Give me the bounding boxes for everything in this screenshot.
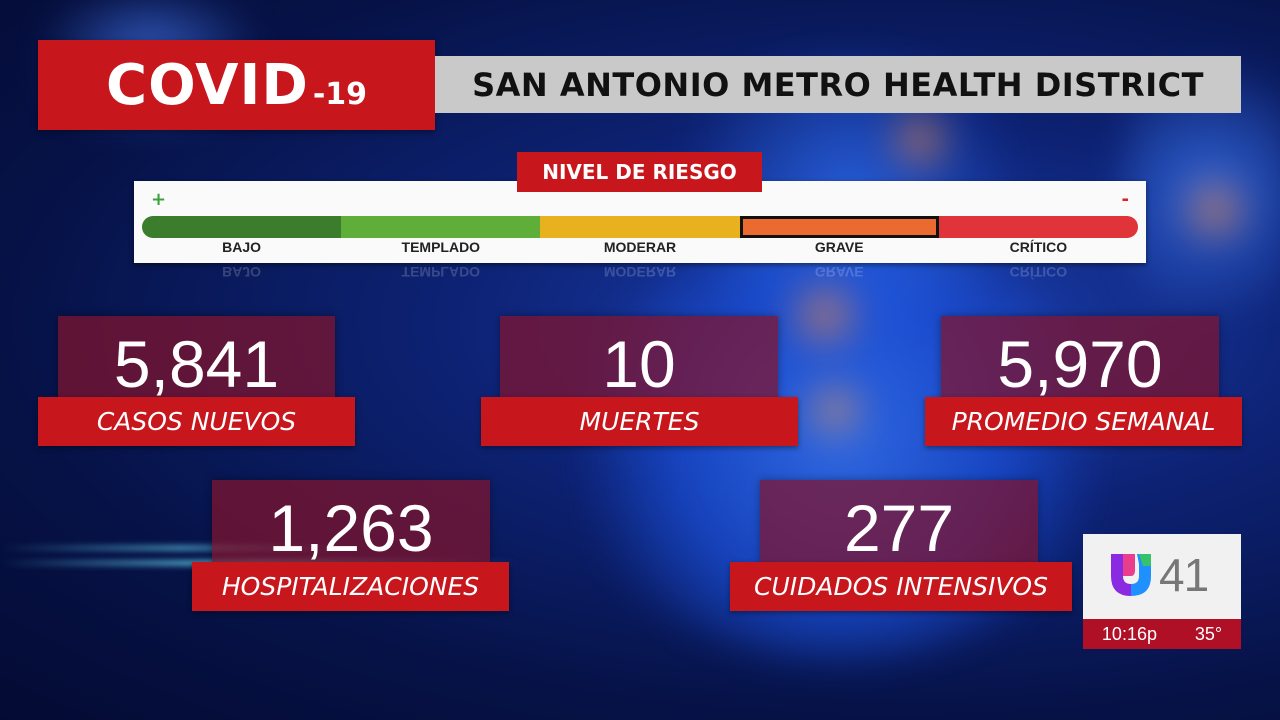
risk-level-title: NIVEL DE RIESGO bbox=[517, 152, 762, 192]
risk-segment-templado bbox=[341, 216, 541, 238]
channel-number: 41 bbox=[1159, 549, 1209, 601]
clock-time: 10:16p bbox=[1101, 623, 1157, 644]
virus-spike bbox=[1180, 170, 1250, 250]
covid-title: COVID bbox=[105, 52, 309, 118]
new-cases-label: CASOS NUEVOS bbox=[38, 397, 355, 446]
minus-icon: - bbox=[1121, 189, 1129, 210]
reflection-label: CRÍTICO bbox=[1009, 264, 1068, 280]
covid-title-suffix: -19 bbox=[312, 76, 368, 112]
light-streak bbox=[0, 545, 360, 551]
risk-label-grave: GRAVE bbox=[814, 239, 864, 255]
risk-segment-moderar bbox=[540, 216, 740, 238]
risk-segment-grave bbox=[739, 216, 939, 238]
risk-level-panel: + - BAJO TEMPLADO MODERAR GRAVE CRÍTICO bbox=[134, 181, 1146, 263]
risk-segment-bajo bbox=[142, 216, 342, 238]
risk-labels-reflection: BAJO TEMPLADO MODERAR GRAVE CRÍTICO bbox=[142, 264, 1138, 280]
risk-level-labels: BAJO TEMPLADO MODERAR GRAVE CRÍTICO bbox=[142, 239, 1138, 255]
univision-logo-icon bbox=[1111, 554, 1151, 596]
risk-label-bajo: BAJO bbox=[222, 239, 262, 255]
reflection-label: MODERAR bbox=[603, 264, 677, 280]
plus-icon: + bbox=[151, 189, 167, 210]
reflection-label: BAJO bbox=[222, 264, 262, 280]
virus-spike bbox=[880, 110, 960, 170]
temperature: 35° bbox=[1194, 623, 1223, 644]
district-title: SAN ANTONIO METRO HEALTH DISTRICT bbox=[472, 65, 1204, 104]
weekly-average-value: 5,970 bbox=[941, 316, 1219, 411]
time-temperature-bar: 10:16p 35° bbox=[1083, 619, 1241, 649]
virus-spike bbox=[780, 280, 870, 350]
district-banner: SAN ANTONIO METRO HEALTH DISTRICT bbox=[435, 56, 1241, 113]
icu-label: CUIDADOS INTENSIVOS bbox=[730, 562, 1072, 611]
hospitalizations-label: HOSPITALIZACIONES bbox=[192, 562, 509, 611]
covid-title-banner: COVID -19 bbox=[38, 40, 435, 130]
virus-spike bbox=[800, 380, 870, 440]
icu-value: 277 bbox=[760, 480, 1038, 575]
station-logo: 41 bbox=[1083, 534, 1241, 619]
risk-segment-critico bbox=[938, 216, 1138, 238]
deaths-label: MUERTES bbox=[481, 397, 798, 446]
hospitalizations-value: 1,263 bbox=[212, 480, 490, 575]
new-cases-value: 5,841 bbox=[58, 316, 335, 411]
reflection-label: TEMPLADO bbox=[401, 264, 481, 280]
risk-label-templado: TEMPLADO bbox=[401, 239, 481, 255]
risk-level-bar bbox=[142, 216, 1138, 238]
risk-label-moderar: MODERAR bbox=[603, 239, 677, 255]
reflection-label: GRAVE bbox=[814, 264, 864, 280]
weekly-average-label: PROMEDIO SEMANAL bbox=[925, 397, 1242, 446]
deaths-value: 10 bbox=[500, 316, 778, 411]
risk-label-critico: CRÍTICO bbox=[1009, 239, 1068, 255]
